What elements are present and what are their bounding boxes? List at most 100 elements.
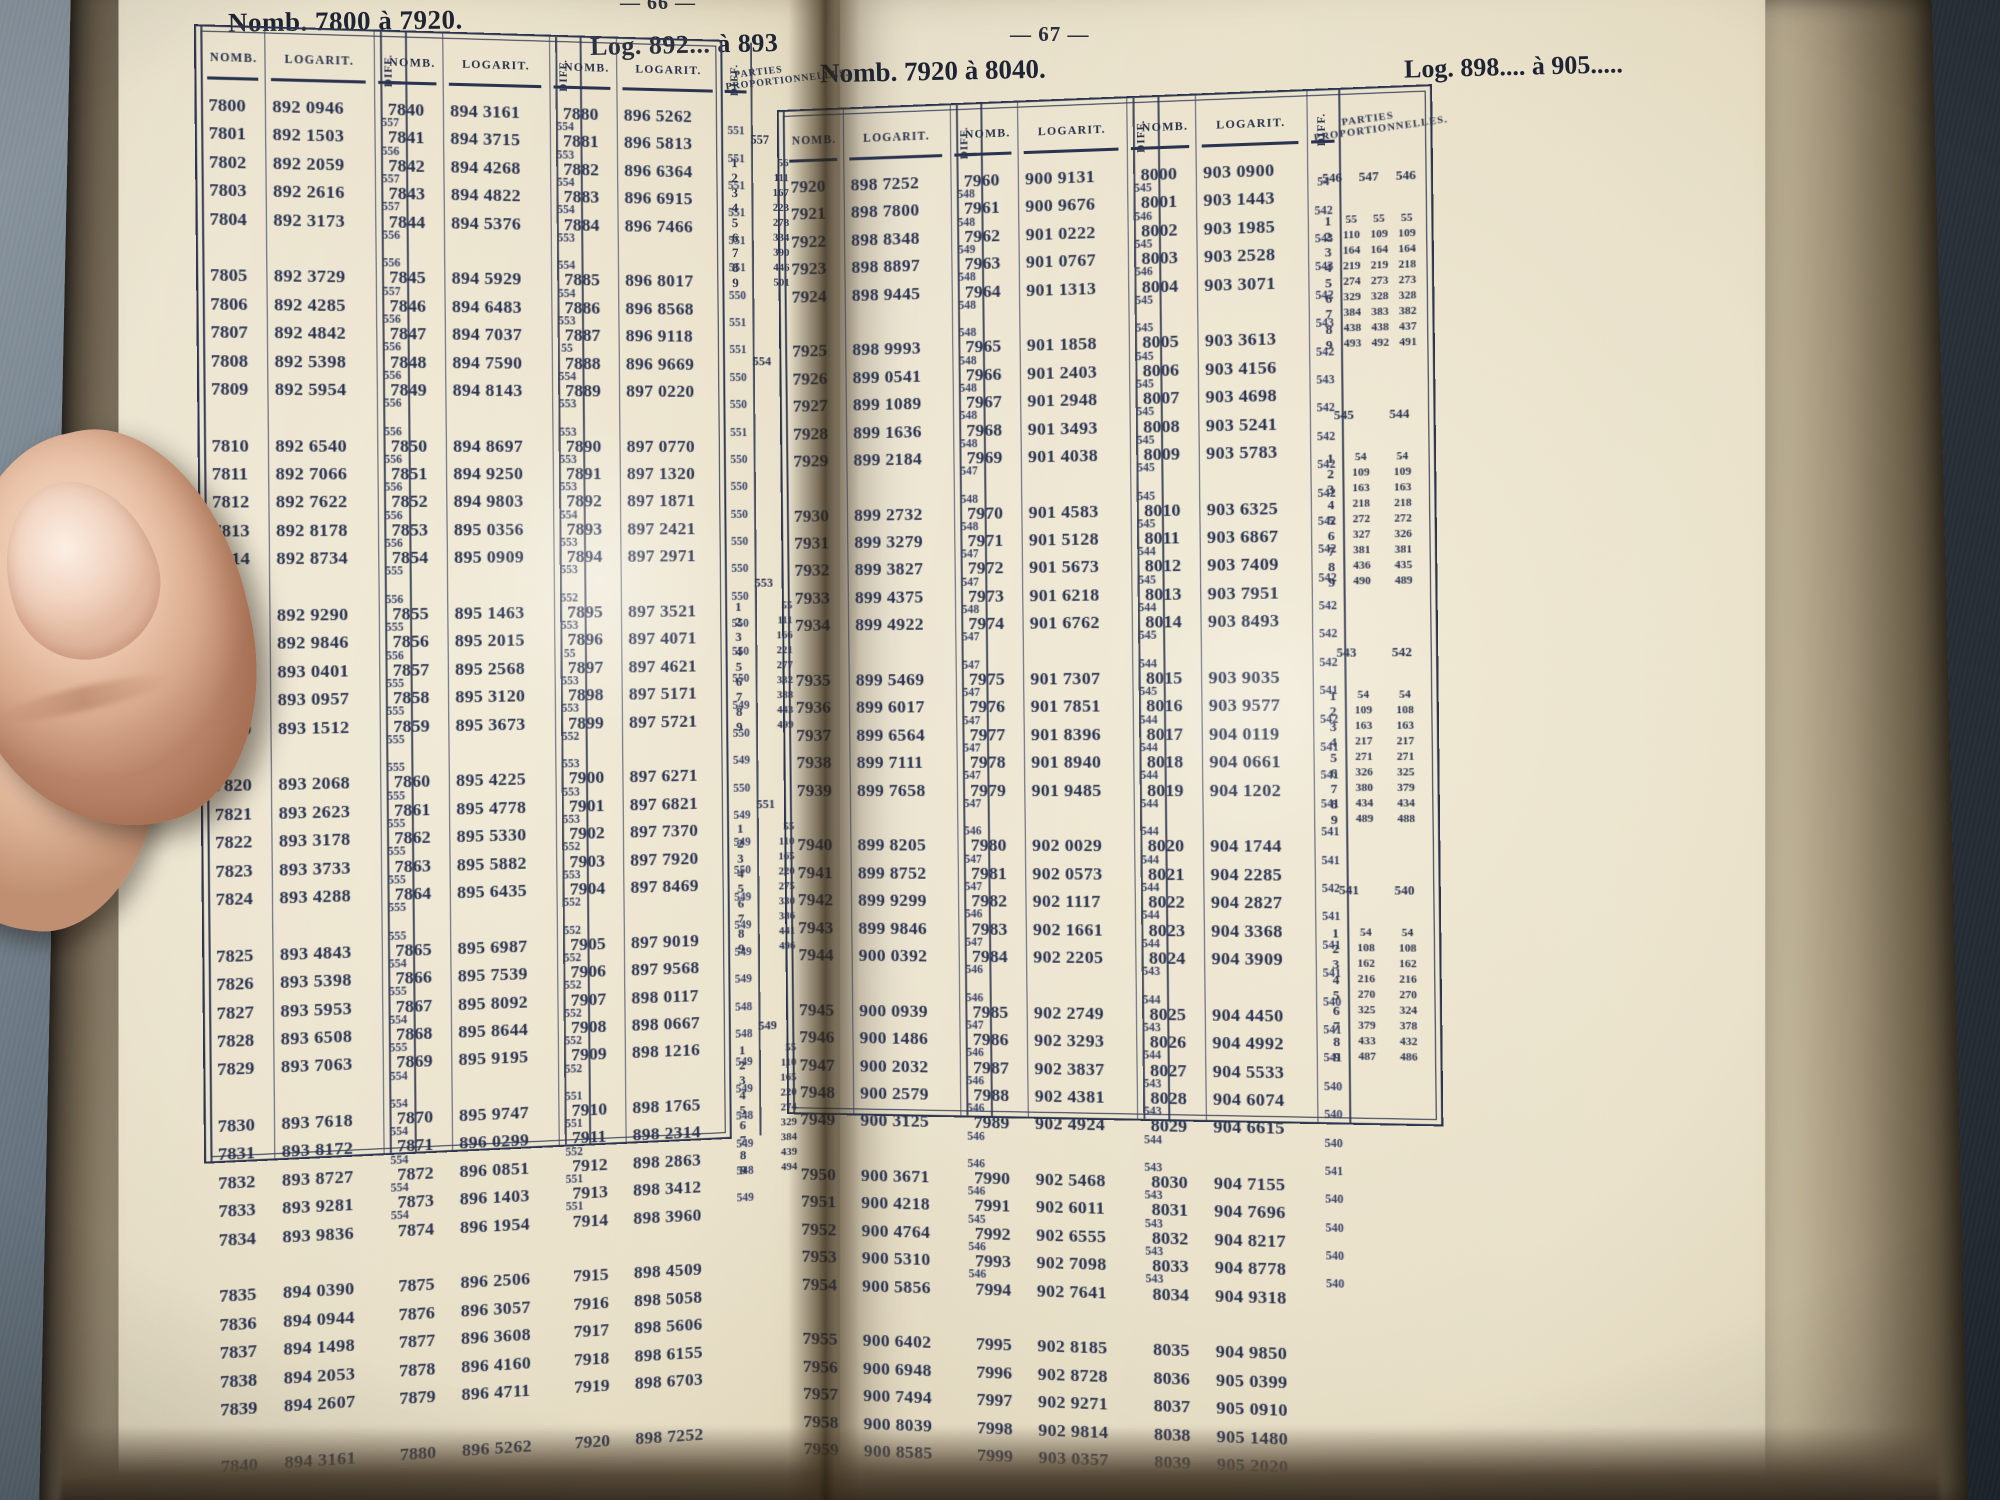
pp-index: 7 <box>1330 780 1338 797</box>
pp-index: 8 <box>1328 558 1336 575</box>
row-gap <box>574 1398 627 1429</box>
table-row: 7854 <box>391 546 429 568</box>
row-gap <box>795 639 847 667</box>
table-row: 900 0392 <box>858 944 928 966</box>
pp-value: 324 <box>1399 1004 1418 1018</box>
table-row: 7890 <box>565 435 602 456</box>
table-row: 900 5856 <box>861 1274 931 1298</box>
table-row: 894 3715 <box>450 127 521 150</box>
table-row: 7950 <box>800 1163 836 1185</box>
table-row: 894 9803 <box>453 490 524 512</box>
table-row: 896 9669 <box>625 352 695 374</box>
row-gap <box>625 239 721 268</box>
table-row: 901 4583 <box>1028 500 1099 522</box>
table-row: 7835 <box>219 1283 257 1307</box>
table-row: 7862 <box>394 826 431 848</box>
table-row: 897 9019 <box>630 929 700 952</box>
pp-value: 163 <box>1393 480 1412 494</box>
table-row: 8022 <box>1148 891 1185 912</box>
table-row: 896 7466 <box>624 214 694 237</box>
pp-value: 108 <box>1398 942 1417 955</box>
table-row: 897 2971 <box>627 545 696 566</box>
table-row: 898 1216 <box>631 1039 701 1063</box>
diff-cell: 540 <box>1325 1278 1345 1292</box>
proportional-parts-row: 8 436 435 <box>1318 557 1429 575</box>
table-row: 892 3729 <box>273 265 346 287</box>
pp-value: 55 <box>1373 212 1385 226</box>
table-row: 899 3827 <box>854 558 924 580</box>
proportional-parts-row: 1 54 54 <box>1322 925 1433 941</box>
table-row: 7852 <box>391 491 428 512</box>
table-row: 8018 <box>1146 751 1184 772</box>
table-row: 7979 <box>970 779 1006 800</box>
row-gap <box>976 1303 1029 1332</box>
table-row: 901 8940 <box>1031 751 1102 772</box>
table-row: 7920 <box>790 175 826 197</box>
table-row: 902 5468 <box>1035 1168 1106 1191</box>
table-row: 7945 <box>799 998 835 1020</box>
table-row: 903 4156 <box>1205 356 1277 379</box>
proportional-parts-panel: PARTIES PROPORTIONNELLES. 546 547 546 1 55 55 5… <box>1313 105 1448 1101</box>
pp-value: 438 <box>1343 321 1362 335</box>
table-row: 7845 <box>389 266 426 288</box>
proportional-parts-row: 8 433 432 <box>1323 1033 1434 1050</box>
book-cover-bottom <box>60 1426 1940 1500</box>
table-row: 7844 <box>388 210 426 232</box>
table-row: 892 9846 <box>276 631 349 654</box>
row-gap <box>273 234 374 264</box>
table-row: 895 8644 <box>458 1018 529 1042</box>
column-header-diff: DIFF. <box>1134 119 1148 154</box>
row-gap <box>802 1298 854 1327</box>
pp-value: 382 <box>1398 304 1417 318</box>
table-row: 7805 <box>209 264 248 286</box>
table-row: 7938 <box>796 752 832 773</box>
table-row: 7910 <box>571 1098 608 1121</box>
table-row: 7848 <box>389 350 427 372</box>
table-row: 7935 <box>795 669 831 690</box>
table-row: 897 1320 <box>626 463 696 484</box>
table-row: 7893 <box>566 518 603 539</box>
table-row: 895 0909 <box>453 546 525 568</box>
table-row: 905 0399 <box>1215 1369 1288 1393</box>
table-row: 7939 <box>796 779 832 800</box>
table-row: 904 4450 <box>1211 1003 1284 1026</box>
pp-value: 325 <box>1357 1003 1376 1017</box>
pp-index: 2 <box>735 613 742 629</box>
table-row: 903 7409 <box>1207 553 1279 576</box>
pp-index: 8 <box>735 703 743 719</box>
pp-index: 3 <box>1324 243 1332 260</box>
pp-index: 4 <box>737 865 744 881</box>
table-row: 897 2421 <box>627 517 696 539</box>
row-gap <box>279 909 380 940</box>
row-gap <box>275 403 376 431</box>
table-row: 894 8697 <box>452 435 524 456</box>
row-gap <box>862 1299 961 1330</box>
table-row: 7859 <box>393 714 430 736</box>
table-row: 898 7800 <box>850 199 920 223</box>
table-row: 899 7111 <box>856 751 924 773</box>
table-row: 7843 <box>388 182 426 204</box>
row-gap <box>453 404 552 432</box>
pp-index: 6 <box>735 673 743 689</box>
logarithms-column: 892 0946 892 1503 892 2059 892 2616 892 3173… <box>272 92 385 1476</box>
table-row: 7851 <box>390 463 428 484</box>
table-row: 896 5813 <box>623 131 693 154</box>
row-gap <box>219 1251 275 1282</box>
diff-cell: 540 <box>1325 1221 1344 1235</box>
thumbnail <box>0 460 182 680</box>
pp-value: 54 <box>1396 449 1409 463</box>
table-row: 7838 <box>219 1368 258 1392</box>
pp-index: 4 <box>731 200 739 216</box>
pp-value: 494 <box>781 1160 798 1174</box>
column-header-nomb: NOMB. <box>389 56 436 71</box>
table-row: 900 5310 <box>861 1247 931 1270</box>
row-gap <box>859 969 958 998</box>
table-row: 896 9118 <box>625 325 694 346</box>
pp-value: 381 <box>1394 543 1413 556</box>
pp-value: 217 <box>1354 735 1373 748</box>
pp-value: 54 <box>1398 688 1411 701</box>
row-gap <box>965 304 1018 333</box>
table-row: 7977 <box>969 723 1006 745</box>
pp-value: 381 <box>1352 543 1371 557</box>
proportional-parts-row: 2 109 108 <box>1319 703 1430 719</box>
